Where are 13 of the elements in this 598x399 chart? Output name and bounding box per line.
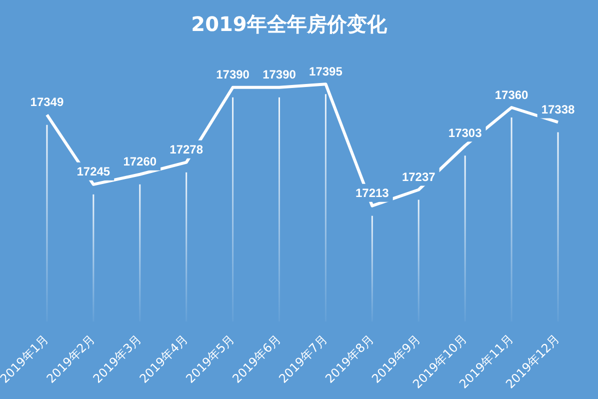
data-label: 17349: [30, 95, 64, 110]
data-label: 17278: [170, 142, 204, 157]
chart-title: 2019年全年房价变化: [191, 12, 388, 36]
data-label: 17338: [541, 102, 576, 117]
data-label: 17260: [123, 154, 157, 169]
data-label: 17390: [262, 68, 296, 82]
data-label: 17245: [76, 164, 110, 179]
data-label: 17395: [309, 64, 343, 78]
data-label: 17360: [494, 88, 529, 102]
data-label: 17303: [448, 126, 482, 140]
data-label: 17213: [355, 186, 390, 200]
data-label: 17237: [402, 170, 436, 184]
data-label: 17390: [216, 68, 250, 82]
